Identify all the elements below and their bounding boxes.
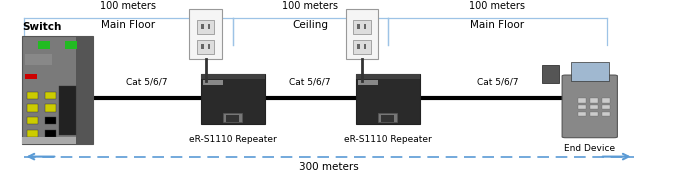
Text: 100 meters: 100 meters [282, 1, 338, 11]
Polygon shape [542, 65, 559, 82]
Bar [44, 92, 55, 99]
Bar [602, 105, 610, 109]
Text: 100 meters: 100 meters [469, 1, 525, 11]
Text: Cat 5/6/7: Cat 5/6/7 [125, 77, 167, 86]
Bar [346, 9, 378, 59]
Bar [26, 54, 53, 65]
Bar [201, 44, 204, 50]
Bar [22, 137, 75, 144]
Bar [578, 105, 586, 109]
Bar [356, 74, 419, 79]
Bar [364, 24, 367, 29]
Bar [602, 98, 610, 103]
Bar [590, 112, 598, 116]
Bar [197, 40, 214, 54]
Text: Cat 5/6/7: Cat 5/6/7 [477, 77, 519, 86]
Bar [59, 86, 76, 135]
Bar [201, 24, 204, 29]
Bar [578, 112, 586, 116]
Bar [44, 117, 55, 124]
Bar [28, 104, 38, 112]
Bar [208, 24, 210, 29]
Text: Cat 5/6/7: Cat 5/6/7 [289, 77, 331, 86]
Text: eR-S1110 Repeater: eR-S1110 Repeater [344, 135, 431, 144]
Bar [208, 44, 210, 50]
Bar [578, 98, 586, 103]
Bar [44, 130, 55, 137]
Bar [357, 44, 360, 50]
Bar [381, 115, 394, 122]
Text: eR-S1110 Repeater: eR-S1110 Repeater [189, 135, 276, 144]
Bar [38, 41, 50, 49]
Bar [201, 74, 264, 79]
Bar [189, 9, 222, 59]
Bar [590, 98, 598, 103]
Bar [571, 62, 609, 81]
Bar [22, 36, 93, 144]
Text: Main Floor: Main Floor [101, 20, 155, 30]
FancyBboxPatch shape [562, 75, 617, 138]
Bar [359, 80, 379, 85]
Bar [357, 24, 360, 29]
Text: Switch: Switch [22, 22, 61, 32]
Bar [590, 105, 598, 109]
Bar [201, 74, 264, 124]
Bar [378, 113, 397, 122]
Bar [26, 74, 38, 79]
Bar [356, 74, 419, 124]
Text: End Device: End Device [564, 144, 615, 153]
Bar [226, 115, 239, 122]
Text: 100 meters: 100 meters [100, 1, 156, 11]
Text: Main Floor: Main Floor [470, 20, 524, 30]
Bar [223, 113, 242, 122]
Bar [353, 40, 371, 54]
Bar [76, 36, 93, 144]
Bar [364, 44, 367, 50]
Bar [28, 130, 38, 137]
Bar [602, 112, 610, 116]
Text: 300 meters: 300 meters [299, 162, 359, 172]
Bar [44, 104, 55, 112]
Bar [204, 80, 224, 85]
Bar [197, 20, 214, 34]
Bar [65, 41, 77, 49]
Bar [353, 20, 371, 34]
Bar [28, 92, 38, 99]
Text: Ceiling: Ceiling [292, 20, 328, 30]
Bar [28, 117, 38, 124]
